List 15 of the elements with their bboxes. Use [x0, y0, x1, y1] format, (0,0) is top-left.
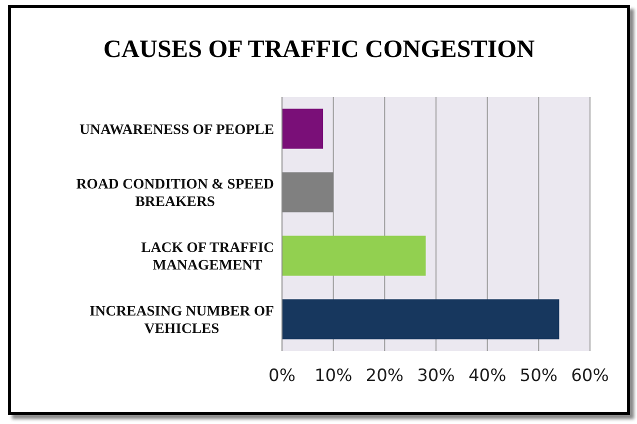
x-tick-label: 50% — [520, 366, 558, 386]
x-tick-label: 20% — [366, 366, 404, 386]
x-tick-label: 40% — [468, 366, 506, 386]
x-tick-label: 10% — [314, 366, 352, 386]
bar — [282, 299, 560, 340]
y-tick-label: UNAWARENESS OF PEOPLE — [80, 122, 274, 138]
x-tick-label: 60% — [571, 366, 609, 386]
y-tick-label: INCREASING NUMBER OF VEHICLES — [90, 304, 274, 338]
y-tick-label: LACK OF TRAFFIC MANAGEMENT — [141, 240, 274, 274]
chart-title: CAUSES OF TRAFFIC CONGESTION — [103, 36, 535, 63]
y-tick-label: ROAD CONDITION & SPEED BREAKERS — [76, 176, 274, 210]
bar — [282, 108, 324, 149]
bar — [282, 236, 426, 276]
x-tick-label: 30% — [417, 366, 455, 386]
x-tick-label: 0% — [268, 366, 296, 386]
